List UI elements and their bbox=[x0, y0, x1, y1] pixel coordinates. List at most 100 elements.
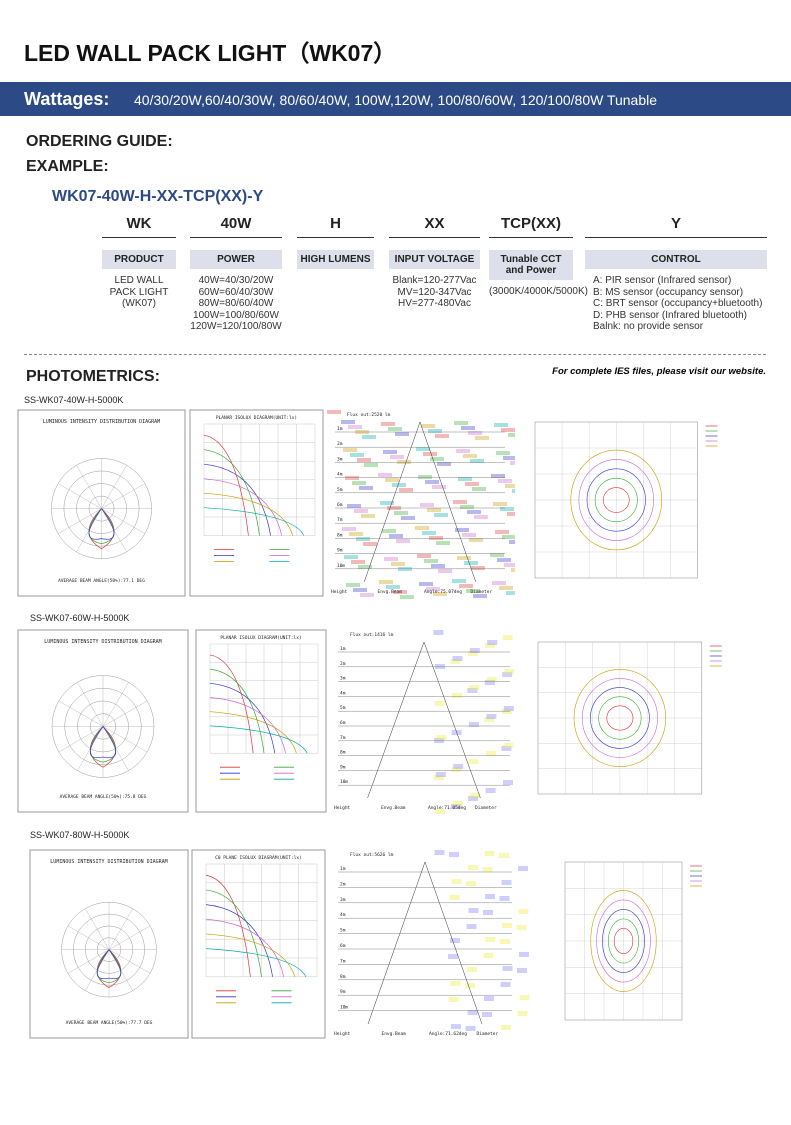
polar-spoke bbox=[102, 726, 148, 753]
label: 7m bbox=[340, 735, 346, 741]
example-code: WK07-40W-H-XX-TCP(XX)-Y bbox=[52, 188, 264, 205]
isolux-curve bbox=[209, 725, 308, 754]
noise bbox=[484, 851, 495, 856]
noise bbox=[400, 595, 414, 599]
column-code: WK bbox=[126, 215, 152, 232]
column-name: PRODUCT bbox=[102, 250, 176, 269]
iso-loop bbox=[607, 918, 640, 964]
column-desc: Blank=120-277Vac MV=120-347Vac HV=277-480V… bbox=[389, 275, 480, 310]
iso-loop bbox=[598, 696, 642, 740]
underline bbox=[489, 237, 573, 238]
underline bbox=[190, 237, 282, 238]
polar-curve bbox=[96, 949, 122, 980]
section-label: SS-WK07-60W-H-5000K bbox=[30, 613, 129, 623]
noise bbox=[344, 555, 358, 559]
label: Envg.Beam bbox=[378, 589, 403, 595]
noise bbox=[485, 937, 496, 942]
iso-loop bbox=[602, 909, 645, 973]
iso-loop bbox=[570, 449, 663, 551]
photometrics-note: For complete IES files, please visit our… bbox=[552, 366, 766, 377]
polar-spoke bbox=[102, 700, 148, 727]
isolux-curve bbox=[203, 449, 260, 536]
noise bbox=[363, 542, 377, 546]
noise bbox=[347, 504, 361, 508]
noise bbox=[353, 588, 367, 592]
noise bbox=[425, 480, 439, 484]
noise bbox=[389, 534, 403, 538]
noise bbox=[506, 591, 520, 595]
noise bbox=[452, 656, 463, 661]
ordering-title: ORDERING GUIDE: bbox=[26, 133, 173, 150]
noise bbox=[504, 669, 515, 674]
column-name: CONTROL bbox=[585, 250, 767, 269]
noise bbox=[485, 788, 496, 793]
label: AVERAGE BEAM ANGLE(50%):77.7 DEG bbox=[66, 1020, 153, 1026]
label: Diameter bbox=[475, 805, 497, 811]
noise bbox=[343, 448, 357, 452]
polar-spoke bbox=[58, 483, 102, 509]
isolux-curve bbox=[203, 463, 271, 536]
label: AVERAGE BEAM ANGLE(50%):77.1 DEG bbox=[58, 578, 145, 584]
noise bbox=[469, 685, 480, 690]
noise bbox=[422, 531, 436, 535]
label: PLANAR ISOLUX DIAGRAM(UNIT:lx) bbox=[216, 415, 297, 421]
noise bbox=[430, 457, 444, 461]
ordering-column: XX INPUT VOLTAGE Blank=120-277Vac MV=120-34… bbox=[389, 215, 480, 310]
label: Envg.Beam bbox=[381, 805, 406, 811]
label: 2m bbox=[340, 881, 346, 887]
label: 1m bbox=[340, 646, 346, 652]
isolux-curve bbox=[203, 507, 305, 536]
noise bbox=[484, 996, 494, 1001]
noise bbox=[518, 866, 528, 871]
noise bbox=[448, 954, 458, 959]
noise bbox=[518, 909, 529, 914]
label: Height bbox=[334, 1031, 351, 1037]
desc-line: 100W=100/80/60W bbox=[193, 309, 279, 321]
underline bbox=[102, 237, 176, 238]
underline bbox=[585, 237, 767, 238]
noise bbox=[507, 512, 521, 516]
noise bbox=[346, 583, 360, 587]
noise bbox=[352, 481, 366, 485]
noise bbox=[433, 630, 444, 635]
section-label: SS-WK07-40W-H-5000K bbox=[24, 395, 123, 405]
column-desc: 40W=40/30/20W 60W=60/40/30W 80W=80/60/40W 1… bbox=[190, 275, 282, 333]
noise bbox=[433, 775, 444, 780]
desc-line: Blank=120-277Vac bbox=[392, 275, 477, 286]
desc-line: MV=120-347Vac bbox=[397, 286, 472, 298]
noise bbox=[468, 759, 479, 764]
column-name: INPUT VOLTAGE bbox=[389, 250, 480, 269]
noise bbox=[450, 659, 461, 664]
label: Flux out:2520 lm bbox=[347, 412, 391, 418]
noise bbox=[401, 516, 415, 520]
noise bbox=[466, 881, 476, 886]
label: 6m bbox=[337, 502, 343, 508]
column-code: XX bbox=[424, 215, 445, 232]
polar-spoke bbox=[67, 949, 110, 974]
noise bbox=[381, 422, 395, 426]
noise bbox=[467, 1010, 478, 1015]
noise bbox=[504, 563, 518, 567]
noise bbox=[431, 564, 445, 568]
underline bbox=[297, 237, 374, 238]
noise bbox=[495, 530, 509, 534]
page-title: LED WALL PACK LIGHT（WK07） bbox=[24, 40, 397, 66]
noise bbox=[516, 925, 527, 930]
ordering-column: H HIGH LUMENS bbox=[297, 215, 374, 275]
noise bbox=[378, 473, 392, 477]
panel bbox=[330, 630, 518, 812]
noise bbox=[467, 510, 481, 514]
noise bbox=[395, 432, 409, 436]
desc-line: C: BRT sensor (occupancy+bluetooth) bbox=[593, 298, 763, 309]
noise bbox=[450, 938, 460, 943]
noise bbox=[468, 796, 479, 801]
desc-line: 60W=60/40/30W bbox=[198, 286, 274, 298]
noise bbox=[435, 664, 445, 669]
noise bbox=[493, 502, 507, 506]
label: 9m bbox=[337, 548, 343, 554]
noise bbox=[500, 507, 514, 511]
noise bbox=[357, 458, 371, 462]
noise bbox=[452, 801, 463, 806]
noise bbox=[503, 706, 514, 711]
noise bbox=[482, 1012, 492, 1017]
